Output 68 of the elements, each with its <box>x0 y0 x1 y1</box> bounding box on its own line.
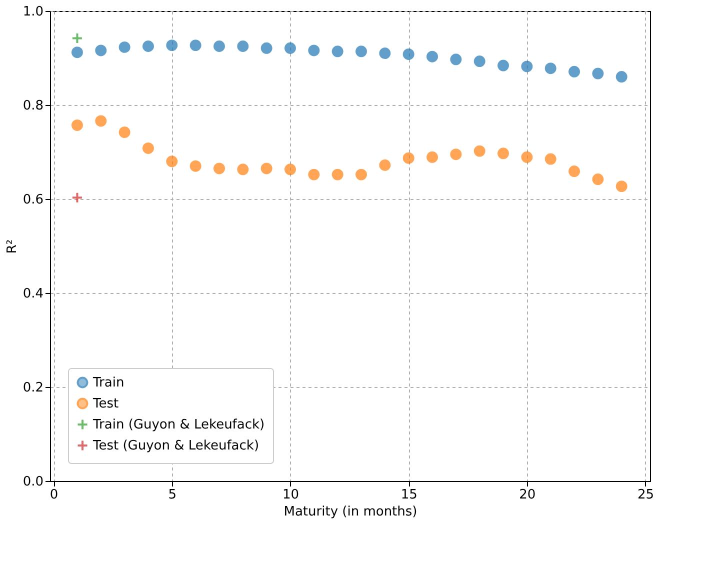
point <box>71 32 83 44</box>
point <box>474 56 486 68</box>
point <box>166 40 178 52</box>
y-axis-title: R² <box>4 239 20 254</box>
point <box>260 42 272 54</box>
point <box>616 180 628 192</box>
point <box>379 48 391 60</box>
point <box>568 166 580 178</box>
point <box>118 126 130 138</box>
legend-label: Train <box>92 376 124 390</box>
point <box>95 44 107 56</box>
point <box>332 46 344 58</box>
point <box>71 192 83 204</box>
legend-label: Test <box>92 396 119 412</box>
point <box>71 46 83 58</box>
x-tick-label: 15 <box>400 488 418 502</box>
x-tick-label: 25 <box>637 488 654 502</box>
point <box>544 153 556 165</box>
point <box>142 40 154 52</box>
point <box>356 168 367 180</box>
point <box>544 62 556 74</box>
point <box>308 168 320 180</box>
point <box>426 50 438 62</box>
y-tick-label: 0.2 <box>22 380 44 396</box>
legend-label: Train (Guyon & Lekeufack) <box>92 418 265 432</box>
point <box>190 160 202 172</box>
point <box>616 71 628 83</box>
point <box>260 162 272 174</box>
point <box>568 66 580 78</box>
point <box>450 148 462 160</box>
point <box>332 168 344 180</box>
point <box>118 41 130 53</box>
point <box>498 60 509 72</box>
y-tick-label: 0.6 <box>22 192 44 208</box>
point <box>402 152 414 164</box>
y-tick-label: 0.4 <box>22 286 44 302</box>
x-axis-title: Maturity (in months) <box>284 504 418 520</box>
point <box>426 151 438 163</box>
point <box>592 174 604 185</box>
x-tick-label: 5 <box>168 488 177 502</box>
point <box>71 119 83 131</box>
point <box>237 164 249 176</box>
legend-label: Test (Guyon & Lekeufack) <box>92 438 260 454</box>
point <box>521 151 533 163</box>
point <box>356 46 367 58</box>
y-tick-label: 0.8 <box>22 98 44 114</box>
point <box>402 48 414 60</box>
point <box>284 164 296 176</box>
point <box>237 40 249 52</box>
y-tick-label: 1.0 <box>22 4 44 20</box>
point <box>592 68 604 80</box>
x-tick-label: 20 <box>519 488 536 502</box>
point <box>498 148 509 160</box>
point <box>142 142 154 154</box>
x-tick-label: 0 <box>50 488 58 502</box>
point <box>95 115 107 127</box>
point <box>450 54 462 66</box>
y-tick-label: 0.0 <box>22 474 44 490</box>
point <box>379 159 391 171</box>
x-tick-label: 10 <box>282 488 300 502</box>
point <box>521 60 533 72</box>
point <box>213 40 225 52</box>
point <box>308 44 320 56</box>
point <box>190 40 202 52</box>
point <box>474 145 486 157</box>
point <box>213 162 225 174</box>
point <box>284 42 296 54</box>
point <box>166 156 178 168</box>
